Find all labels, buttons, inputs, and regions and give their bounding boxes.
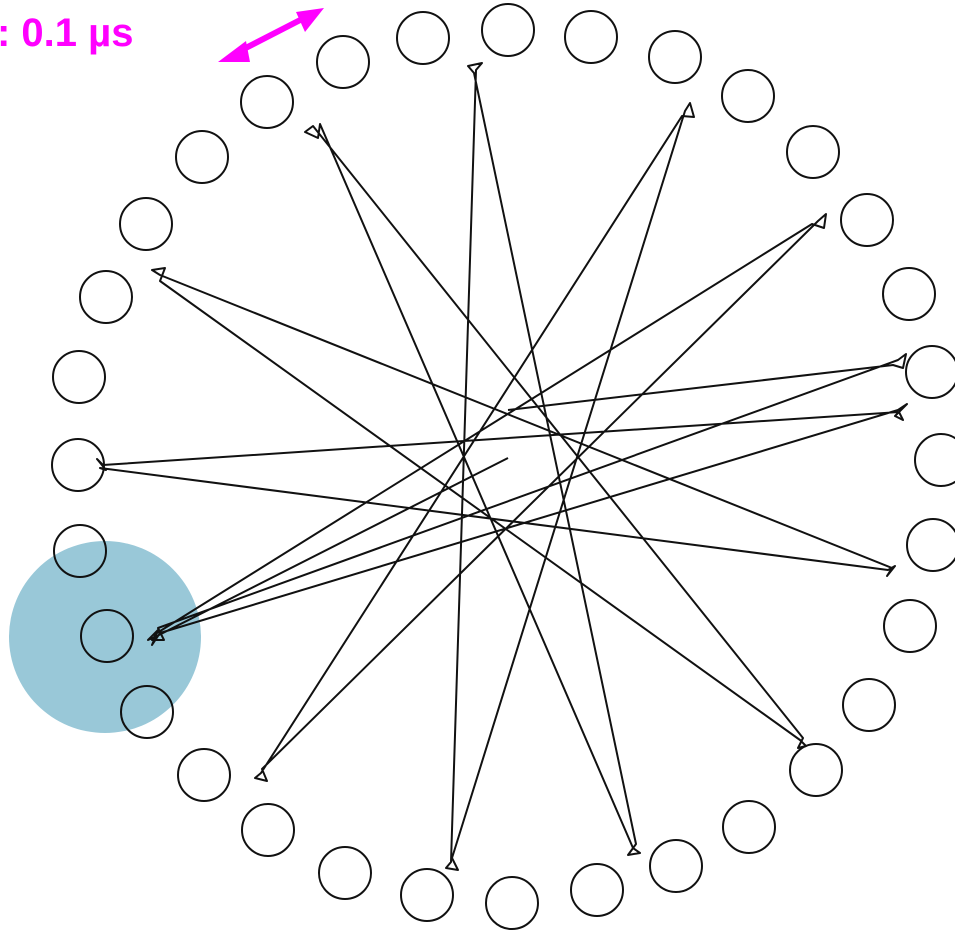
node [400, 868, 454, 922]
node [177, 748, 231, 802]
node [883, 599, 937, 653]
node [119, 197, 173, 251]
node [175, 130, 229, 184]
node [80, 609, 134, 663]
node [316, 35, 370, 89]
node [120, 685, 174, 739]
node-ring [51, 3, 955, 930]
node [318, 846, 372, 900]
node [51, 438, 105, 492]
node [786, 125, 840, 179]
node [53, 524, 107, 578]
node [648, 30, 702, 84]
node [905, 345, 955, 399]
node [396, 11, 450, 65]
beam-trace [96, 62, 908, 871]
node [52, 350, 106, 404]
node [241, 803, 295, 857]
highlight-disk [9, 541, 201, 733]
node [240, 75, 294, 129]
node [722, 800, 776, 854]
node [882, 267, 936, 321]
node [842, 678, 896, 732]
node [914, 433, 955, 487]
node [840, 193, 894, 247]
scale-label: : 0.1 µs [0, 11, 133, 55]
node [564, 10, 618, 64]
node [721, 69, 775, 123]
node [79, 270, 133, 324]
node [485, 876, 539, 930]
double-headed-arrow-icon [218, 8, 324, 62]
node [481, 3, 535, 57]
node [789, 743, 843, 797]
node [570, 863, 624, 917]
node [906, 518, 955, 572]
node [649, 839, 703, 893]
